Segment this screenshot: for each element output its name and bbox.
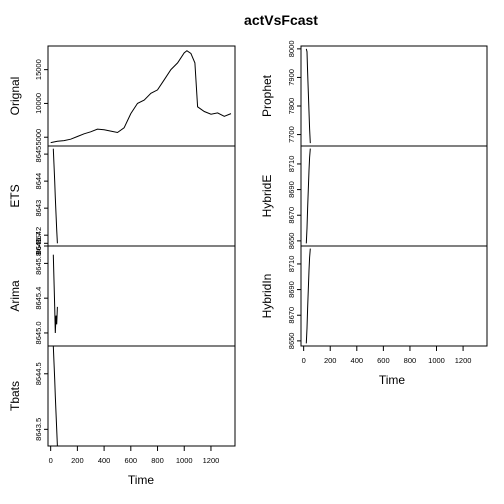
panel-frame-ets — [47, 145, 236, 247]
y-axis-label-tbats: Tbats — [8, 381, 22, 411]
x-tick-label: 400 — [351, 356, 364, 365]
y-tick-label-arima: 8645.4 — [34, 287, 43, 310]
y-tick-label-orignal: 10000 — [34, 93, 43, 114]
y-tick-label-ets: 8645 — [34, 146, 43, 163]
y-tick-label-hybride: 8650 — [287, 233, 296, 250]
x-tick-label: 0 — [49, 456, 53, 465]
y-axis-label-prophet: Prophet — [260, 74, 274, 117]
x-tick-label: 1200 — [455, 356, 472, 365]
series-line-tbats — [52, 345, 58, 447]
chart-title: actVsFcast — [244, 12, 318, 28]
panel-frame-hybride — [300, 145, 488, 247]
y-tick-label-prophet: 7700 — [287, 126, 296, 143]
y-tick-label-arima: 8645.0 — [34, 321, 43, 344]
y-tick-label-prophet: 8000 — [287, 41, 296, 58]
panel-frame-prophet — [300, 45, 488, 147]
series-line-ets — [52, 148, 58, 244]
y-axis-label-orignal: Orignal — [8, 77, 22, 116]
x-tick-label: 1000 — [428, 356, 445, 365]
y-tick-label-hybride: 8690 — [287, 181, 296, 198]
x-tick-label: 800 — [404, 356, 417, 365]
x-tick-label: 400 — [98, 456, 111, 465]
y-tick-label-hybride: 8670 — [287, 207, 296, 224]
x-tick-label: 1200 — [203, 456, 220, 465]
x-tick-label: 1000 — [176, 456, 193, 465]
y-tick-label-hybride: 8710 — [287, 156, 296, 173]
y-tick-label-prophet: 7800 — [287, 98, 296, 115]
y-tick-label-hybridin: 8670 — [287, 307, 296, 324]
series-line-arima — [52, 254, 58, 334]
x-tick-label: 600 — [377, 356, 390, 365]
y-tick-label-tbats: 8643.5 — [34, 418, 43, 441]
panels-group: 50001000015000Orignal8641.78642864386448… — [8, 41, 488, 465]
y-tick-label-hybridin: 8710 — [287, 256, 296, 273]
y-tick-label-tbats: 8644.5 — [34, 362, 43, 385]
panel-frame-tbats — [47, 345, 236, 447]
x-axis-label-left: Time — [128, 473, 155, 487]
y-tick-label-orignal: 15000 — [34, 59, 43, 80]
y-tick-label-ets: 8643 — [34, 200, 43, 217]
y-tick-label-ets: 8644 — [34, 173, 43, 190]
y-tick-label-arima: 8646 — [34, 238, 43, 255]
x-tick-label: 200 — [324, 356, 337, 365]
y-axis-label-arima: Arima — [8, 280, 22, 312]
y-axis-label-hybridin: HybridIn — [260, 274, 274, 319]
y-tick-label-prophet: 7900 — [287, 69, 296, 86]
x-tick-label: 600 — [125, 456, 138, 465]
series-line-prophet — [305, 48, 311, 144]
y-tick-label-arima: 8645.8 — [34, 252, 43, 275]
series-line-orignal — [50, 50, 232, 144]
y-tick-label-hybridin: 8650 — [287, 333, 296, 350]
panel-frame-hybridin — [300, 245, 488, 347]
y-axis-label-ets: ETS — [8, 184, 22, 207]
x-tick-label: 0 — [302, 356, 306, 365]
y-axis-label-hybride: HybridE — [260, 175, 274, 218]
series-line-hybridin — [305, 248, 311, 344]
x-tick-label: 800 — [151, 456, 164, 465]
y-tick-label-ets: 8642 — [34, 227, 43, 244]
x-tick-label: 200 — [71, 456, 84, 465]
series-line-hybride — [305, 148, 311, 244]
panel-frame-orignal — [47, 45, 236, 147]
y-tick-label-hybridin: 8690 — [287, 281, 296, 298]
x-axis-label-right: Time — [379, 373, 406, 387]
y-tick-label-ets: 8641.7 — [34, 232, 43, 255]
panel-frame-arima — [47, 245, 236, 347]
y-tick-label-orignal: 5000 — [34, 129, 43, 146]
